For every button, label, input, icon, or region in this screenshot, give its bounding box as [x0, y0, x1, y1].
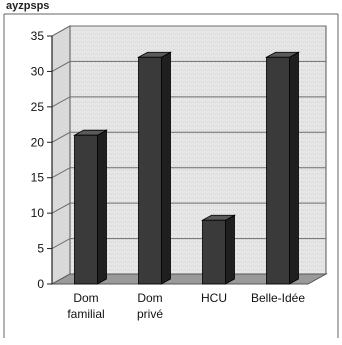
- y-tick-label: 35: [31, 29, 45, 43]
- bar: [138, 56, 162, 285]
- y-tick-label: 5: [37, 242, 44, 256]
- bar-side: [161, 51, 171, 285]
- plot-area: 0 5 10 15 20 25 30 35 Dom familial Dom privé HCU Bell…: [31, 25, 328, 321]
- gridline: [51, 238, 326, 250]
- gridline: [51, 60, 326, 72]
- x-tick-label: HCU: [201, 291, 227, 305]
- y-tick-label: 10: [31, 206, 45, 220]
- bar: [202, 219, 226, 285]
- gridline: [51, 202, 326, 214]
- y-tick-label: 0: [37, 277, 44, 291]
- y-tick-label: 25: [31, 100, 45, 114]
- gridline: [51, 167, 326, 179]
- gridline: [51, 96, 326, 108]
- x-tick-label: Dom privé: [137, 291, 163, 321]
- y-tick-label: 30: [31, 64, 45, 78]
- gridline: [51, 131, 326, 143]
- x-tick-label: Belle-Idée: [251, 291, 305, 305]
- x-tick-label: Dom familial: [67, 291, 104, 321]
- gridline: [51, 25, 326, 37]
- header-fragment: ayzpsps: [6, 0, 49, 12]
- bar-side: [225, 214, 235, 285]
- bar: [266, 56, 290, 285]
- y-tick-label: 20: [31, 135, 45, 149]
- bar-side: [97, 129, 107, 285]
- bar-side: [289, 51, 299, 285]
- bar: [74, 134, 98, 285]
- side-wall: [51, 25, 71, 285]
- y-tick-label: 15: [31, 171, 45, 185]
